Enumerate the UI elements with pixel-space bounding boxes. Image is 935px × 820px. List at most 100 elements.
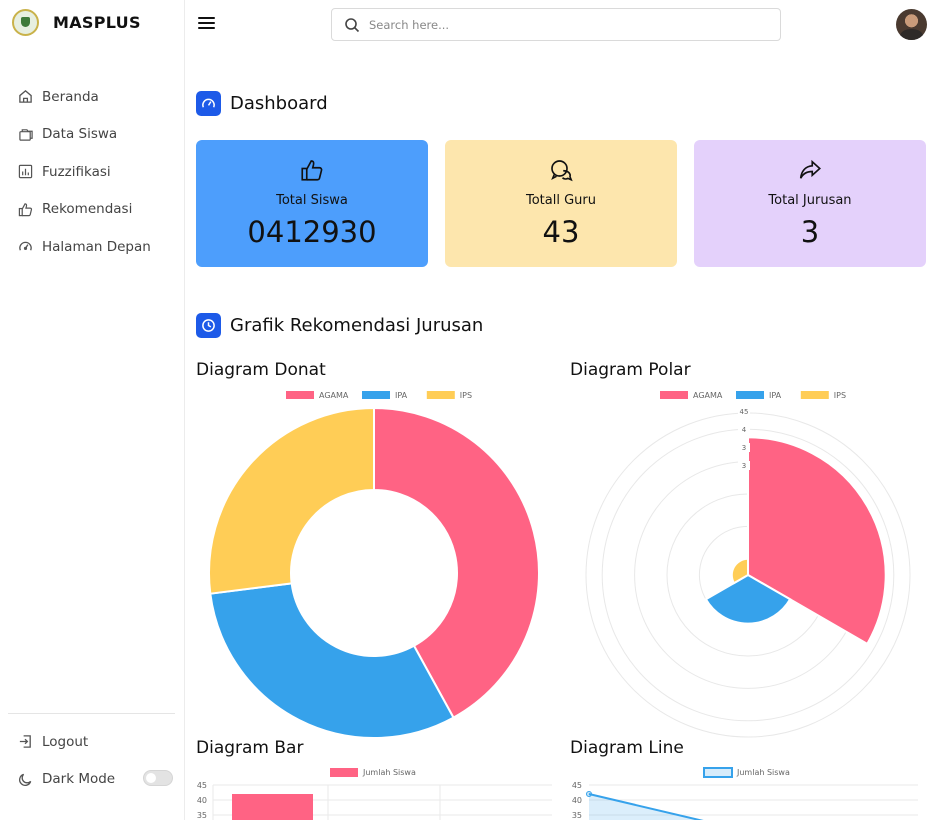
legend-label-ips: IPS: [460, 391, 472, 400]
legend-label-ips: IPS: [834, 391, 846, 400]
folders-icon: [17, 126, 34, 143]
sidebar-nav: Beranda Data Siswa Fuzzifikasi Rekomenda…: [17, 78, 151, 266]
bar-chart-icon: [17, 163, 34, 180]
polar-tick-backdrop: [738, 425, 750, 434]
polar-tick-label: 45: [740, 408, 749, 416]
bar-agama: [232, 794, 313, 820]
stat-label: Total Siswa: [276, 193, 348, 208]
dashboard-heading: Dashboard: [196, 91, 328, 116]
bar-y-tick: 35: [197, 811, 207, 820]
legend-swatch-jumlah-siswa: [330, 768, 358, 777]
line-y-tick: 45: [572, 781, 582, 790]
sidebar-item-fuzzifikasi[interactable]: Fuzzifikasi: [17, 153, 151, 191]
polar-grid-ring: [731, 558, 765, 592]
grafik-heading: Grafik Rekomendasi Jurusan: [196, 313, 483, 338]
line-y-tick: 35: [572, 811, 582, 820]
sidebar-item-label: Data Siswa: [42, 126, 118, 143]
legend-swatch-agama: [286, 391, 314, 399]
legend-label-ipa: IPA: [769, 391, 782, 400]
dark-mode-item: Dark Mode: [17, 761, 115, 799]
stat-label: Totall Guru: [525, 193, 596, 208]
chart-title-bar: Diagram Bar: [196, 738, 304, 758]
polar-slice-agama: [747, 436, 887, 646]
logout-button[interactable]: Logout: [17, 723, 115, 761]
polar-slice-ips: [730, 557, 749, 585]
stat-value: 0412930: [247, 215, 377, 249]
polar-slice-ipa: [704, 573, 792, 625]
brand[interactable]: MASPLUS: [12, 9, 141, 36]
stat-value: 3: [800, 215, 820, 249]
line-point: [586, 791, 592, 797]
polar-tick-backdrop: [738, 443, 750, 452]
sidebar-item-beranda[interactable]: Beranda: [17, 78, 151, 116]
thumbs-up-icon: [17, 201, 34, 218]
sidebar-item-label: Fuzzifikasi: [42, 163, 111, 180]
legend-swatch-ips: [800, 391, 829, 399]
donut-slice-ipa: [209, 582, 455, 739]
legend-label-ipa: IPA: [395, 391, 408, 400]
dark-mode-toggle[interactable]: [143, 770, 173, 786]
legend-swatch-ipa: [736, 391, 764, 399]
polar-grid-ring: [634, 461, 862, 689]
line-series-jumlah-siswa: [588, 793, 704, 820]
sidebar-item-label: Beranda: [42, 88, 99, 105]
legend-swatch-ipa: [362, 391, 390, 399]
stat-card-guru: Totall Guru 43: [445, 140, 677, 267]
donut-slice-ips: [208, 406, 375, 595]
legend-label-jumlah-siswa: Jumlah Siswa: [362, 768, 416, 777]
legend-label-jumlah-siswa: Jumlah Siswa: [736, 768, 790, 777]
share-arrow-icon: [694, 158, 926, 182]
dark-mode-label: Dark Mode: [42, 771, 116, 788]
polar-tick-backdrop: [738, 407, 750, 416]
speedometer-icon: [196, 91, 221, 116]
legend-label-agama: AGAMA: [319, 391, 349, 400]
logout-label: Logout: [42, 733, 89, 750]
legend-swatch-jumlah-siswa: [703, 767, 733, 778]
legend-swatch-agama: [660, 391, 688, 399]
stat-card-siswa: Total Siswa 0412930: [196, 140, 428, 267]
sidebar-divider: [8, 713, 175, 714]
search-icon: [344, 17, 360, 33]
legend-label-agama: AGAMA: [693, 391, 723, 400]
donut-slice-agama: [373, 406, 540, 719]
logout-icon: [17, 733, 34, 750]
menu-toggle-button[interactable]: [198, 17, 215, 31]
stat-card-jurusan: Total Jurusan 3: [694, 140, 926, 267]
polar-tick-label: 3: [742, 462, 746, 470]
clock-icon: [196, 313, 221, 338]
avatar[interactable]: [896, 9, 927, 40]
gauge-icon: [17, 238, 34, 255]
bar-y-tick: 45: [197, 781, 207, 790]
stat-value: 43: [542, 215, 580, 249]
page-title: Dashboard: [230, 93, 328, 114]
polar-tick-label: 4: [742, 426, 747, 434]
sidebar: MASPLUS Beranda Data Siswa Fuzzifikasi R…: [0, 0, 185, 820]
bar-y-tick: 40: [197, 796, 207, 805]
polar-grid-ring: [585, 412, 911, 738]
home-icon: [17, 88, 34, 105]
chat-icon: [445, 158, 677, 182]
moon-icon: [17, 771, 34, 788]
polar-grid-ring: [698, 525, 798, 625]
search-box: [331, 8, 781, 41]
section-title: Grafik Rekomendasi Jurusan: [230, 315, 484, 336]
search-input[interactable]: [369, 17, 749, 32]
chart-title-polar: Diagram Polar: [570, 360, 691, 380]
sidebar-item-data-siswa[interactable]: Data Siswa: [17, 116, 151, 154]
sidebar-item-label: Halaman Depan: [42, 238, 151, 255]
school-logo: [12, 9, 39, 36]
legend-swatch-ips: [426, 391, 455, 399]
line-area: [589, 794, 869, 820]
chart-title-donat: Diagram Donat: [196, 360, 326, 380]
chart-title-line: Diagram Line: [570, 738, 684, 758]
polar-grid-ring: [666, 493, 830, 657]
thumbs-up-icon: [196, 158, 428, 182]
line-y-tick: 40: [572, 796, 582, 805]
sidebar-item-halaman-depan[interactable]: Halaman Depan: [17, 228, 151, 266]
brand-name: MASPLUS: [53, 13, 141, 32]
polar-tick-backdrop: [738, 461, 750, 470]
polar-grid-ring: [601, 428, 895, 722]
sidebar-item-label: Rekomendasi: [42, 201, 133, 218]
sidebar-item-rekomendasi[interactable]: Rekomendasi: [17, 191, 151, 229]
sidebar-bottom-nav: Logout Dark Mode: [17, 723, 115, 798]
